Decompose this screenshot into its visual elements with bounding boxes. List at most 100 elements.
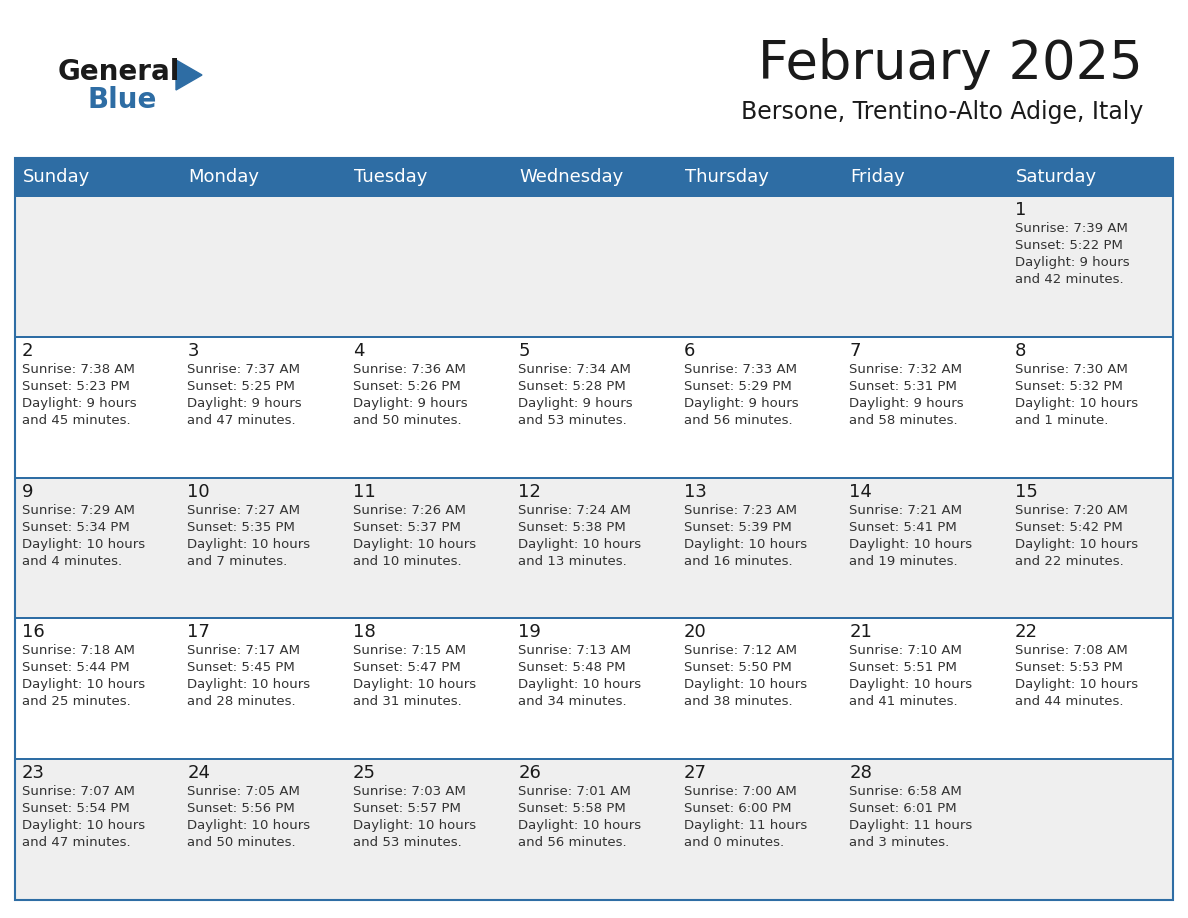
Text: Sunday: Sunday [23,168,90,186]
Bar [511,337,677,477]
Text: and 41 minutes.: and 41 minutes. [849,696,958,709]
Text: Daylight: 10 hours: Daylight: 10 hours [23,678,145,691]
Text: Sunrise: 7:32 AM: Sunrise: 7:32 AM [849,363,962,375]
Text: and 42 minutes.: and 42 minutes. [1015,273,1123,286]
Text: Daylight: 11 hours: Daylight: 11 hours [849,819,973,833]
Text: Daylight: 10 hours: Daylight: 10 hours [684,678,807,691]
Text: Daylight: 10 hours: Daylight: 10 hours [188,678,310,691]
Text: Daylight: 9 hours: Daylight: 9 hours [849,397,963,409]
Text: and 28 minutes.: and 28 minutes. [188,696,296,709]
Bar [511,759,677,900]
Bar [511,619,677,759]
Text: Sunrise: 7:07 AM: Sunrise: 7:07 AM [23,785,135,798]
Text: Sunrise: 7:08 AM: Sunrise: 7:08 AM [1015,644,1127,657]
Bar [842,759,1007,900]
Text: and 1 minute.: and 1 minute. [1015,414,1108,427]
Bar [1007,158,1173,196]
Text: Sunrise: 7:23 AM: Sunrise: 7:23 AM [684,504,797,517]
Text: Daylight: 10 hours: Daylight: 10 hours [518,678,642,691]
Text: and 31 minutes.: and 31 minutes. [353,696,462,709]
Text: 25: 25 [353,764,375,782]
Text: Daylight: 10 hours: Daylight: 10 hours [188,819,310,833]
Text: Daylight: 9 hours: Daylight: 9 hours [1015,256,1130,269]
Text: Sunset: 5:48 PM: Sunset: 5:48 PM [518,661,626,675]
Text: Sunrise: 7:36 AM: Sunrise: 7:36 AM [353,363,466,375]
Text: 11: 11 [353,483,375,500]
Bar [15,158,1173,900]
Bar [15,619,181,759]
Bar [842,619,1007,759]
Text: Sunrise: 7:17 AM: Sunrise: 7:17 AM [188,644,301,657]
Text: Sunrise: 7:01 AM: Sunrise: 7:01 AM [518,785,631,798]
Text: Daylight: 10 hours: Daylight: 10 hours [353,678,476,691]
Bar [346,619,511,759]
Text: 8: 8 [1015,341,1026,360]
Text: Daylight: 10 hours: Daylight: 10 hours [849,678,972,691]
Text: Sunset: 5:32 PM: Sunset: 5:32 PM [1015,380,1123,393]
Text: Daylight: 10 hours: Daylight: 10 hours [518,538,642,551]
Text: Sunrise: 7:18 AM: Sunrise: 7:18 AM [23,644,135,657]
Text: and 4 minutes.: and 4 minutes. [23,554,122,567]
Text: Sunrise: 7:20 AM: Sunrise: 7:20 AM [1015,504,1127,517]
Bar [842,196,1007,337]
Bar [15,158,181,196]
Text: and 44 minutes.: and 44 minutes. [1015,696,1123,709]
Text: and 47 minutes.: and 47 minutes. [188,414,296,427]
Text: Sunset: 5:38 PM: Sunset: 5:38 PM [518,521,626,533]
Text: Sunset: 5:23 PM: Sunset: 5:23 PM [23,380,129,393]
Text: Sunset: 5:50 PM: Sunset: 5:50 PM [684,661,791,675]
Bar [677,477,842,619]
Text: Sunrise: 7:24 AM: Sunrise: 7:24 AM [518,504,631,517]
Text: and 0 minutes.: and 0 minutes. [684,836,784,849]
Text: Saturday: Saturday [1016,168,1097,186]
Text: Sunrise: 7:34 AM: Sunrise: 7:34 AM [518,363,631,375]
Text: Sunset: 5:47 PM: Sunset: 5:47 PM [353,661,461,675]
Text: Sunrise: 7:39 AM: Sunrise: 7:39 AM [1015,222,1127,235]
Text: and 50 minutes.: and 50 minutes. [188,836,296,849]
Text: and 53 minutes.: and 53 minutes. [518,414,627,427]
Text: February 2025: February 2025 [758,38,1143,90]
Text: Sunset: 5:37 PM: Sunset: 5:37 PM [353,521,461,533]
Text: Daylight: 9 hours: Daylight: 9 hours [353,397,468,409]
Text: 24: 24 [188,764,210,782]
Text: Daylight: 10 hours: Daylight: 10 hours [188,538,310,551]
Text: Daylight: 10 hours: Daylight: 10 hours [23,538,145,551]
Text: Sunset: 5:31 PM: Sunset: 5:31 PM [849,380,958,393]
Text: Daylight: 10 hours: Daylight: 10 hours [353,538,476,551]
Bar [181,337,346,477]
Text: Sunrise: 7:05 AM: Sunrise: 7:05 AM [188,785,301,798]
Text: Daylight: 11 hours: Daylight: 11 hours [684,819,807,833]
Text: Sunset: 5:28 PM: Sunset: 5:28 PM [518,380,626,393]
Text: 9: 9 [23,483,33,500]
Text: Sunset: 5:56 PM: Sunset: 5:56 PM [188,802,295,815]
Text: Sunrise: 7:10 AM: Sunrise: 7:10 AM [849,644,962,657]
Text: and 7 minutes.: and 7 minutes. [188,554,287,567]
Text: Daylight: 10 hours: Daylight: 10 hours [1015,538,1138,551]
Bar [346,477,511,619]
Text: Tuesday: Tuesday [354,168,428,186]
Text: Daylight: 10 hours: Daylight: 10 hours [353,819,476,833]
Text: Sunrise: 7:12 AM: Sunrise: 7:12 AM [684,644,797,657]
Text: Sunrise: 7:37 AM: Sunrise: 7:37 AM [188,363,301,375]
Bar [1007,196,1173,337]
Bar [15,337,181,477]
Bar [1007,337,1173,477]
Bar [15,477,181,619]
Text: 18: 18 [353,623,375,642]
Text: Bersone, Trentino-Alto Adige, Italy: Bersone, Trentino-Alto Adige, Italy [740,100,1143,124]
Text: and 56 minutes.: and 56 minutes. [518,836,627,849]
Text: Sunset: 6:00 PM: Sunset: 6:00 PM [684,802,791,815]
Text: Daylight: 10 hours: Daylight: 10 hours [518,819,642,833]
Text: 22: 22 [1015,623,1037,642]
Text: 1: 1 [1015,201,1026,219]
Polygon shape [176,60,202,90]
Text: Sunset: 5:41 PM: Sunset: 5:41 PM [849,521,956,533]
Text: Sunrise: 7:38 AM: Sunrise: 7:38 AM [23,363,135,375]
Text: and 13 minutes.: and 13 minutes. [518,554,627,567]
Bar [1007,477,1173,619]
Bar [677,759,842,900]
Bar [181,619,346,759]
Bar [677,196,842,337]
Text: 10: 10 [188,483,210,500]
Text: 2: 2 [23,341,33,360]
